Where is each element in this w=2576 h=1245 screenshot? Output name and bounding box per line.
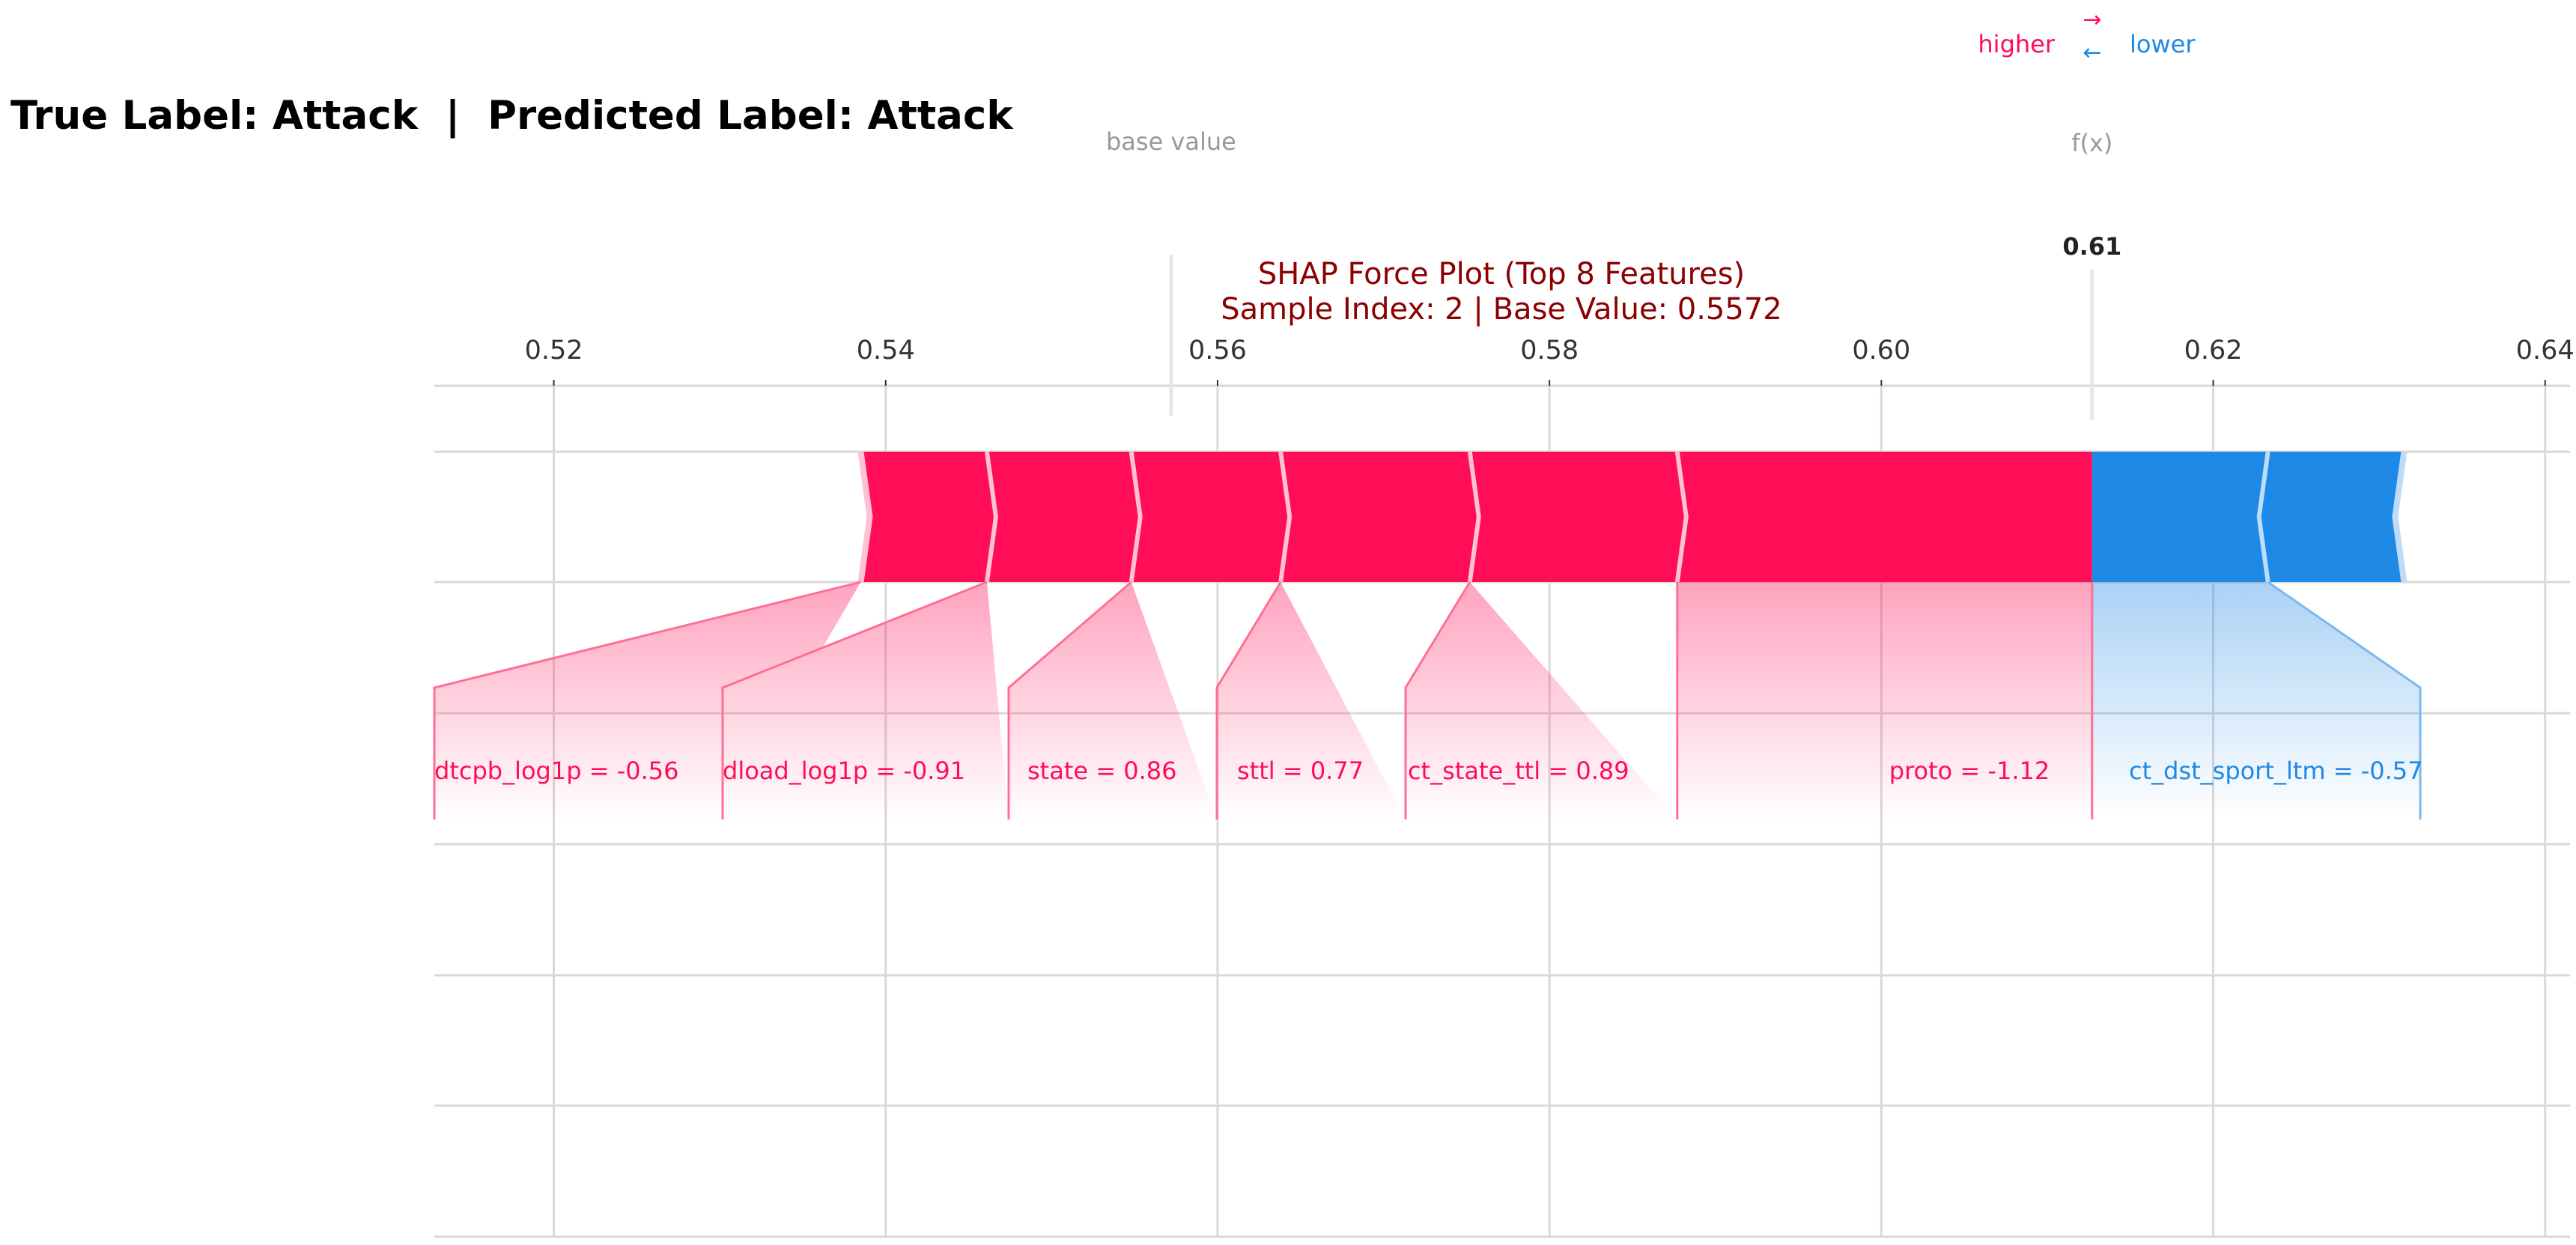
connector-line-negative	[2267, 581, 2422, 820]
chart-title-line-2: Sample Index: 2 | Base Value: 0.5572	[1221, 292, 1781, 327]
force-bar-separator	[984, 451, 998, 583]
feature-label-positive: proto = -1.12	[1889, 757, 2050, 785]
connector-line-positive	[721, 581, 988, 820]
force-bar-positive	[1677, 452, 2092, 582]
force-bar-separator	[1467, 451, 1481, 583]
fx-label: f(x)	[2071, 129, 2112, 157]
force-bar-separator	[2256, 451, 2270, 583]
force-bar-positive	[1281, 452, 1479, 582]
x-tick-label: 0.62	[2184, 336, 2243, 366]
force-bar-positive	[860, 452, 996, 582]
feature-label-positive: sttl = 0.77	[1237, 757, 1364, 785]
legend-lower-arrow-icon: ←	[2083, 40, 2101, 66]
legend-higher-arrow-icon: →	[2083, 7, 2101, 33]
connector-fill-negative	[2092, 582, 2420, 820]
connector-line-positive	[1404, 581, 1471, 820]
force-bars-layer	[860, 452, 2405, 582]
force-bar-negative	[2258, 452, 2405, 582]
x-tick-label: 0.58	[1520, 336, 1579, 366]
x-tick-label: 0.52	[525, 336, 583, 366]
feature-label-negative: ct_dst_sport_ltm = -0.57	[2129, 757, 2423, 785]
feature-label-positive: ct_state_ttl = 0.89	[1408, 757, 1629, 785]
force-bar-separator	[1674, 451, 1689, 583]
force-bar-edge	[857, 451, 873, 583]
force-bar-positive	[1469, 452, 1686, 582]
connector-line-positive	[1007, 581, 1132, 820]
connector-lines-layer	[433, 451, 2422, 820]
x-tick-label: 0.64	[2516, 336, 2575, 366]
force-bar-separator	[1128, 451, 1143, 583]
chart-title-line-1: SHAP Force Plot (Top 8 Features)	[1258, 257, 1745, 291]
feature-label-positive: state = 0.86	[1027, 757, 1176, 785]
force-bar-negative	[2092, 452, 2268, 582]
legend-lower-label: lower	[2130, 30, 2196, 58]
force-bar-positive	[1131, 452, 1290, 582]
x-tick-label: 0.56	[1188, 336, 1247, 366]
force-bar-edge	[2392, 451, 2408, 583]
text-layer: SHAP Force Plot (Top 8 Features) Sample …	[434, 7, 2575, 785]
feature-label-positive: dtcpb_log1p = -0.56	[434, 757, 678, 785]
x-tick-label: 0.60	[1852, 336, 1910, 366]
x-tick-label: 0.54	[857, 336, 915, 366]
base-value-label: base value	[1106, 127, 1236, 156]
legend-higher-label: higher	[1978, 30, 2055, 58]
feature-label-positive: dload_log1p = -0.91	[723, 757, 965, 785]
fx-value: 0.61	[2062, 232, 2121, 261]
force-bar-separator	[1278, 451, 1292, 583]
connector-line-positive	[433, 581, 861, 820]
force-bar-positive	[986, 452, 1140, 582]
connector-line-positive	[1215, 581, 1282, 820]
figure-suptitle: True Label: Attack | Predicted Label: At…	[10, 93, 1013, 139]
